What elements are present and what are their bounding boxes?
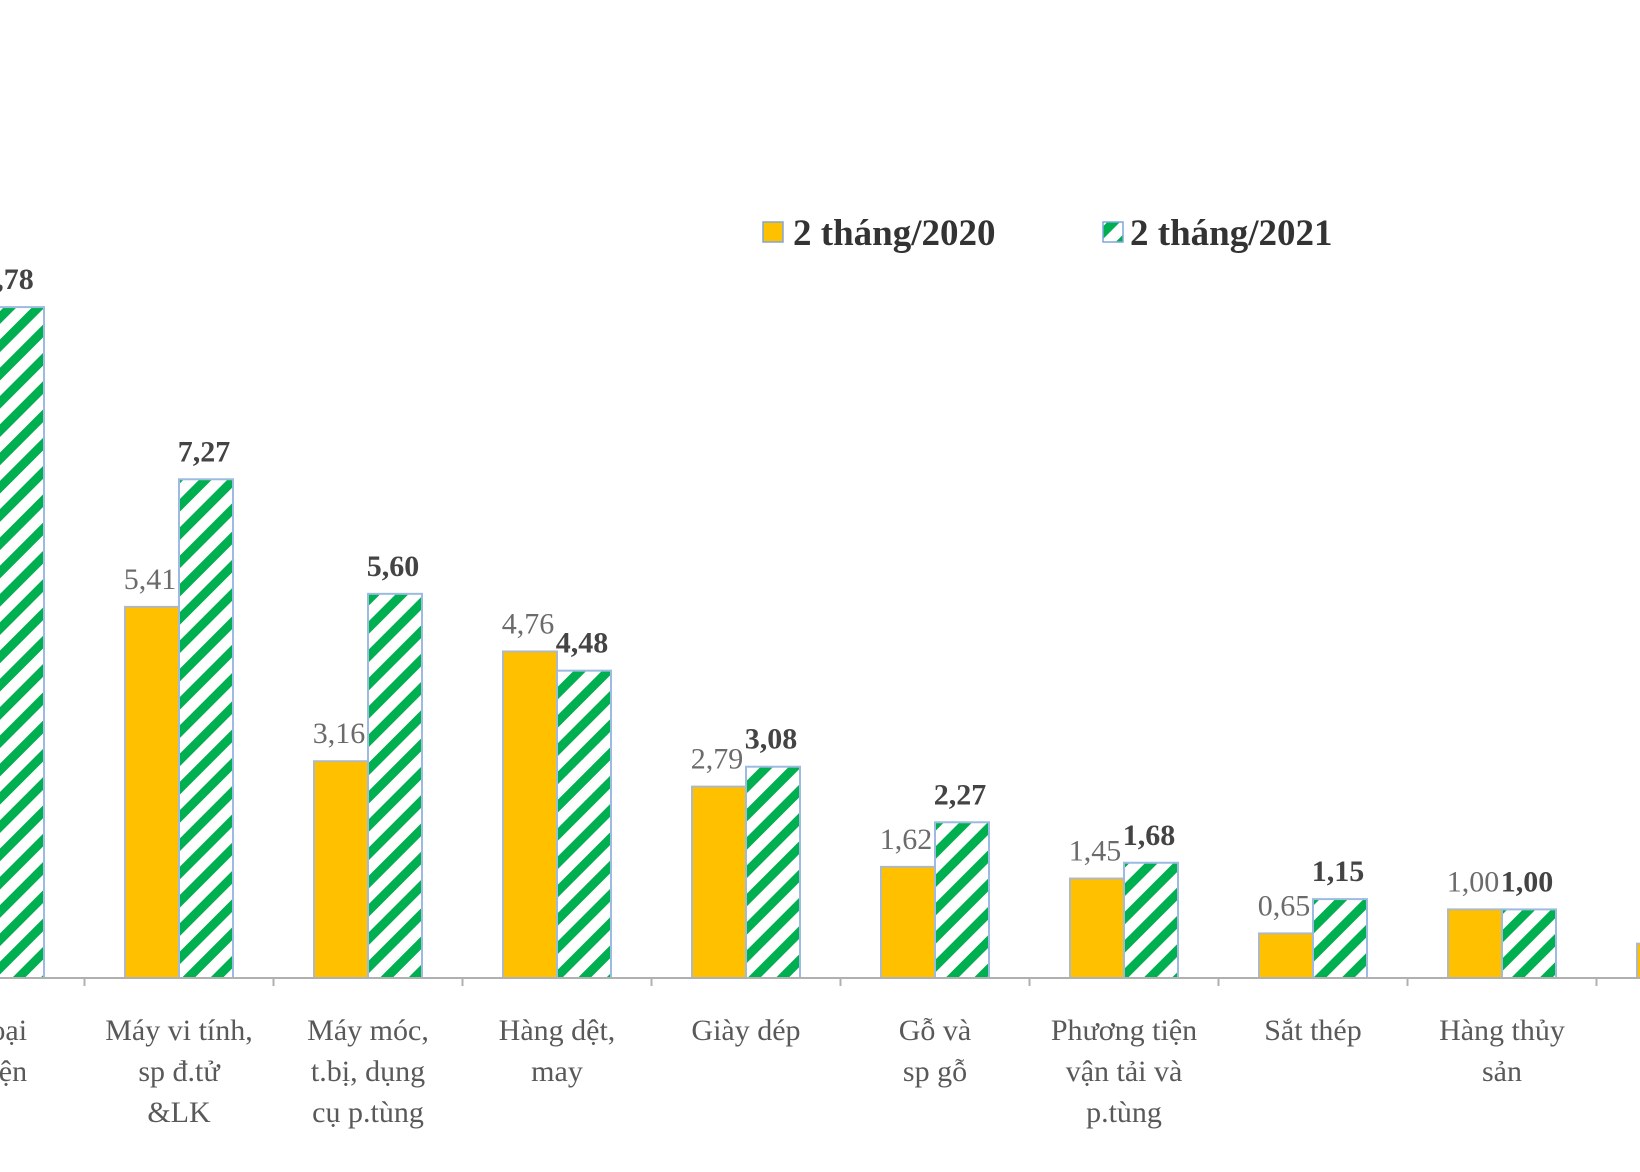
category-label-1-2: &LK (147, 1096, 211, 1129)
category-label-0-0: ...hoại (0, 1014, 27, 1047)
category-label-6-0: Phương tiện (1051, 1014, 1197, 1047)
category-label-5-0: Gỗ và (899, 1014, 971, 1047)
value-label-2020-8: 1,00 (1447, 865, 1500, 898)
bar-2020-7 (1258, 932, 1314, 979)
bar-2021-5 (934, 821, 990, 980)
bar-2020-9 (1636, 942, 1640, 980)
category-label-5-1: sp gỗ (903, 1055, 967, 1088)
category-label-6-2: p.tùng (1086, 1096, 1162, 1129)
category-label-3-1: may (531, 1055, 583, 1088)
category-label-1-0: Máy vi tính, (105, 1014, 253, 1047)
category-label-6-1: vận tải và (1066, 1055, 1183, 1088)
value-label-2021-5: 2,27 (934, 778, 987, 811)
category-label-0-1: ...kiện (0, 1055, 27, 1088)
category-label-8-0: Hàng thủy (1439, 1014, 1565, 1047)
value-label-2020-2: 3,16 (313, 717, 366, 750)
bars-layer (0, 306, 1640, 980)
bar-2021-8 (1501, 908, 1557, 980)
value-label-2020-4: 2,79 (691, 743, 744, 776)
bar-2020-2 (313, 760, 369, 979)
category-label-4-0: Giày dép (691, 1014, 800, 1047)
value-label-2021-2: 5,60 (367, 550, 420, 583)
legend-swatch-2021 (1102, 221, 1124, 243)
legend-swatch-2020 (762, 221, 784, 243)
bar-2021-2 (367, 592, 423, 980)
category-label-3-0: Hàng dệt, (499, 1014, 616, 1047)
category-label-7-0: Sắt thép (1264, 1014, 1362, 1047)
value-label-2020-5: 1,62 (880, 823, 933, 856)
value-label-2021-8: 1,00 (1501, 865, 1554, 898)
bar-2020-8 (1447, 908, 1503, 980)
value-label-2021-7: 1,15 (1312, 855, 1365, 888)
value-label-2020-7: 0,65 (1258, 889, 1311, 922)
bar-2021-7 (1312, 898, 1368, 979)
bar-2021-0 (0, 306, 45, 980)
value-label-2021-0: ,78 (0, 263, 34, 296)
x-axis-ticks (83, 978, 1598, 986)
value-labels: ,78 5,41 7,27 3,16 5,60 4,764,48 2,793,08 1,622… (0, 263, 1554, 922)
bar-2020-3 (502, 650, 558, 979)
bar-2020-1 (124, 605, 180, 980)
bar-2021-6 (1123, 861, 1179, 980)
value-label-2021-1: 7,27 (178, 435, 231, 468)
category-labels: ...hoại ...kiện Máy vi tính, sp đ.tử&LK Máy … (0, 1014, 1565, 1129)
bar-2020-6 (1069, 877, 1125, 980)
bar-2021-3 (556, 669, 612, 979)
bar-2021-4 (745, 765, 801, 979)
value-label-2021-4: 3,08 (745, 723, 798, 756)
category-label-8-1: sản (1482, 1055, 1522, 1088)
legend-label-2021: 2 tháng/2021 (1130, 213, 1333, 254)
value-label-2020-1: 5,41 (124, 563, 177, 596)
bar-2021-1 (178, 478, 234, 979)
category-label-2-2: cụ p.tùng (312, 1096, 424, 1129)
value-label-2021-3: 4,48 (556, 627, 609, 660)
value-label-2021-6: 1,68 (1123, 819, 1176, 852)
category-label-2-0: Máy móc, (307, 1014, 429, 1047)
value-label-2020-6: 1,45 (1069, 835, 1122, 868)
legend-label-2020: 2 tháng/2020 (793, 213, 996, 254)
legend: 2 tháng/2020 2 tháng/2021 (762, 213, 1333, 254)
bar-2020-5 (880, 865, 936, 979)
category-label-2-1: t.bị, dụng (311, 1055, 425, 1088)
value-label-2020-3: 4,76 (502, 607, 555, 640)
category-label-1-1: sp đ.tử (138, 1055, 221, 1088)
bar-2020-4 (691, 785, 747, 980)
